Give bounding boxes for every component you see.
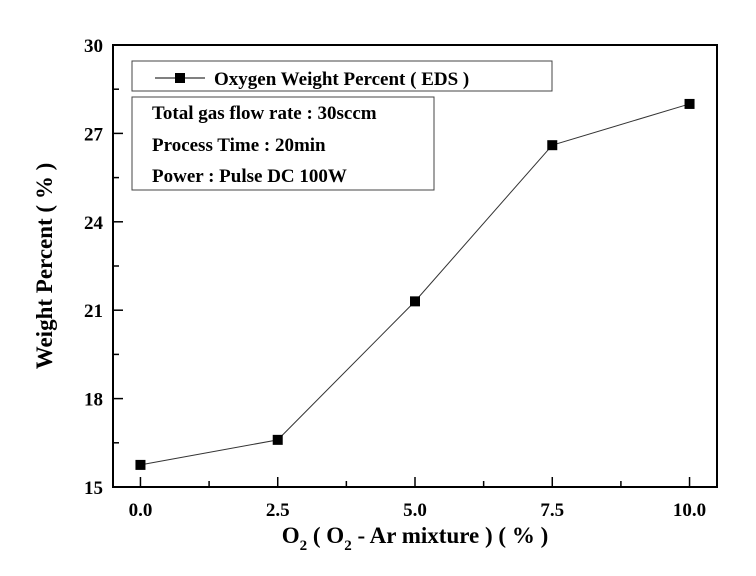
x-tick-label: 0.0 <box>129 500 153 521</box>
tick-labels: 0.0 2.5 5.0 7.5 10.0 15 18 21 24 27 30 <box>84 36 706 521</box>
data-point <box>684 98 695 109</box>
annotation-box: Total gas flow rate : 30sccm Process Tim… <box>131 96 435 191</box>
y-tick-label: 18 <box>84 390 103 411</box>
legend: Oxygen Weight Percent ( EDS ) <box>131 60 553 92</box>
y-axis-label: Weight Percent ( % ) <box>32 163 57 370</box>
x-tick-label: 5.0 <box>403 500 427 521</box>
x-axis-label: O2 ( O2 - Ar mixture ) ( % ) <box>282 523 548 554</box>
data-point <box>547 140 558 151</box>
x-tick-label: 10.0 <box>673 500 706 521</box>
legend-marker <box>175 73 185 83</box>
data-series <box>135 98 695 470</box>
data-point <box>410 296 420 307</box>
y-tick-label: 21 <box>84 301 103 322</box>
data-point <box>135 459 146 470</box>
annotation-gas-flow: Total gas flow rate : 30sccm <box>152 103 377 124</box>
x-tick-label: 2.5 <box>266 500 290 521</box>
y-tick-label: 15 <box>84 478 103 499</box>
annotation-power: Power : Pulse DC 100W <box>152 166 347 187</box>
x-tick-label: 7.5 <box>540 500 564 521</box>
axes <box>112 44 718 488</box>
y-tick-label: 30 <box>84 36 103 57</box>
y-tick-label: 27 <box>84 124 104 145</box>
y-tick-label: 24 <box>84 213 104 234</box>
legend-entry: Oxygen Weight Percent ( EDS ) <box>214 69 469 90</box>
data-point <box>272 434 283 445</box>
annotation-process-time: Process Time : 20min <box>152 135 326 156</box>
